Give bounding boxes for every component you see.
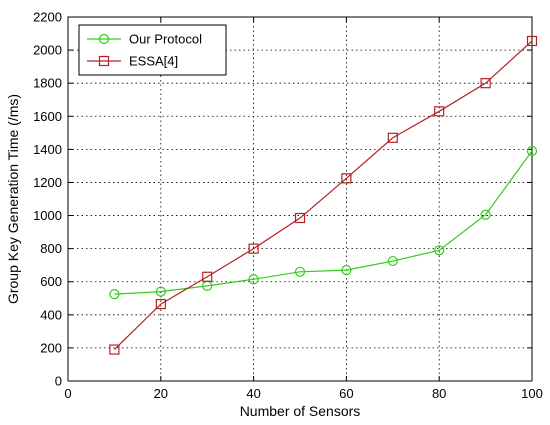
x-tick-label: 60 — [339, 386, 353, 401]
legend-box — [78, 24, 227, 76]
tick-marks — [67, 16, 533, 382]
data-point — [480, 209, 491, 220]
data-point — [341, 265, 352, 276]
series-0 — [109, 145, 538, 300]
axes — [67, 16, 533, 382]
y-tick-label: 600 — [40, 274, 62, 289]
legend-circle-marker — [98, 33, 110, 45]
data-point — [480, 78, 491, 89]
data-point — [294, 212, 306, 224]
legend: Our Protocol ESSA[4] — [78, 24, 227, 76]
data-point — [109, 344, 120, 355]
y-tick-label: 400 — [40, 307, 62, 322]
data-point — [341, 173, 352, 184]
legend-item: ESSA[4] — [87, 54, 178, 69]
x-tick-labels: 0 20 40 60 80 100 — [64, 386, 542, 401]
x-tick-label: 20 — [154, 386, 168, 401]
data-point — [434, 106, 445, 117]
legend-square-marker — [98, 55, 110, 67]
series-line — [114, 150, 533, 295]
y-tick-label: 1400 — [33, 142, 62, 157]
data-point — [248, 274, 259, 285]
data-point — [387, 255, 398, 267]
series — [109, 35, 538, 355]
y-tick-label: 1200 — [33, 175, 62, 190]
data-point — [109, 289, 120, 300]
data-point — [526, 35, 538, 47]
y-tick-label: 2200 — [33, 10, 62, 25]
y-tick-label: 2000 — [33, 43, 62, 58]
x-tick-label: 100 — [521, 386, 543, 401]
y-tick-label: 0 — [55, 374, 62, 389]
plot-frame — [67, 16, 533, 382]
x-axis-label: Number of Sensors — [240, 403, 361, 419]
data-point — [434, 245, 445, 256]
x-tick-label: 80 — [432, 386, 446, 401]
data-point — [387, 132, 398, 143]
legend-label: ESSA[4] — [129, 54, 178, 69]
y-tick-labels: 0 200 400 600 800 1000 1200 1400 1600 1800 2000 220… — [33, 10, 62, 389]
data-point — [155, 286, 166, 297]
data-point — [155, 298, 166, 310]
legend-label: Our Protocol — [129, 32, 202, 47]
y-tick-label: 800 — [40, 241, 62, 256]
data-point — [526, 145, 538, 157]
x-tick-label: 40 — [246, 386, 260, 401]
data-point — [294, 266, 306, 277]
series-line — [113, 40, 533, 350]
data-point — [248, 243, 259, 254]
y-tick-label: 200 — [40, 340, 62, 355]
legend-item: Our Protocol — [87, 32, 202, 47]
series-1 — [109, 35, 538, 355]
y-tick-label: 1600 — [33, 109, 62, 124]
data-point — [202, 271, 213, 282]
y-axis-label: Group Key Generation Time (/ms) — [5, 94, 21, 304]
y-tick-label: 1800 — [33, 76, 62, 91]
x-tick-label: 0 — [64, 386, 71, 401]
y-tick-label: 1000 — [33, 208, 62, 223]
